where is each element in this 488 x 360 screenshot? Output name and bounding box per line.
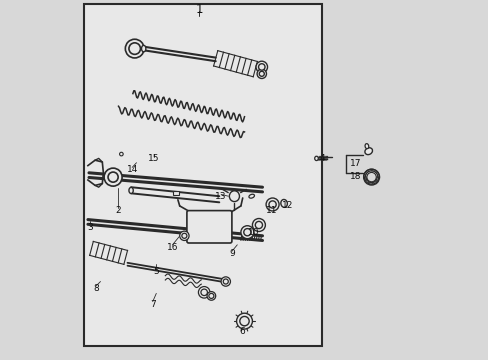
Circle shape <box>125 39 144 58</box>
Circle shape <box>259 71 264 76</box>
Ellipse shape <box>280 199 287 207</box>
Circle shape <box>206 292 215 300</box>
Circle shape <box>257 69 266 78</box>
Circle shape <box>198 287 209 298</box>
Circle shape <box>239 316 249 326</box>
Text: 12: 12 <box>282 201 293 210</box>
Ellipse shape <box>364 148 372 155</box>
Ellipse shape <box>241 317 247 325</box>
Text: 11: 11 <box>265 206 277 215</box>
Text: 1: 1 <box>195 3 203 15</box>
Circle shape <box>208 293 213 298</box>
Text: 7: 7 <box>149 300 155 309</box>
Circle shape <box>104 168 122 186</box>
Text: 5: 5 <box>153 267 159 276</box>
Ellipse shape <box>120 152 123 156</box>
Circle shape <box>241 226 253 239</box>
Circle shape <box>201 289 207 296</box>
Text: 17: 17 <box>349 159 361 168</box>
Bar <box>172 191 179 195</box>
Circle shape <box>108 172 118 182</box>
Circle shape <box>265 198 279 211</box>
Circle shape <box>179 231 189 240</box>
Ellipse shape <box>229 191 239 202</box>
Circle shape <box>223 279 228 284</box>
Circle shape <box>129 43 140 54</box>
Text: 6: 6 <box>239 328 245 336</box>
FancyBboxPatch shape <box>186 211 231 243</box>
Circle shape <box>255 221 262 229</box>
Text: 4: 4 <box>319 154 324 163</box>
Ellipse shape <box>248 194 254 198</box>
Circle shape <box>252 219 265 231</box>
Circle shape <box>256 61 267 73</box>
Ellipse shape <box>314 156 318 161</box>
Ellipse shape <box>129 187 133 194</box>
Text: 14: 14 <box>126 166 138 175</box>
Text: 18: 18 <box>349 172 361 181</box>
Ellipse shape <box>365 144 368 149</box>
Text: 16: 16 <box>166 243 178 252</box>
Text: 9: 9 <box>228 249 234 258</box>
Bar <box>84 4 321 346</box>
Text: 8: 8 <box>93 284 99 293</box>
Circle shape <box>268 201 276 208</box>
Circle shape <box>258 64 264 70</box>
Circle shape <box>182 233 186 238</box>
Text: 3: 3 <box>87 223 93 232</box>
Text: 10: 10 <box>247 228 259 237</box>
Circle shape <box>236 313 252 329</box>
Text: 15: 15 <box>148 154 159 163</box>
Text: 13: 13 <box>215 192 226 201</box>
Circle shape <box>244 229 250 236</box>
Circle shape <box>221 277 230 286</box>
Text: 2: 2 <box>115 206 121 215</box>
Ellipse shape <box>141 45 145 52</box>
